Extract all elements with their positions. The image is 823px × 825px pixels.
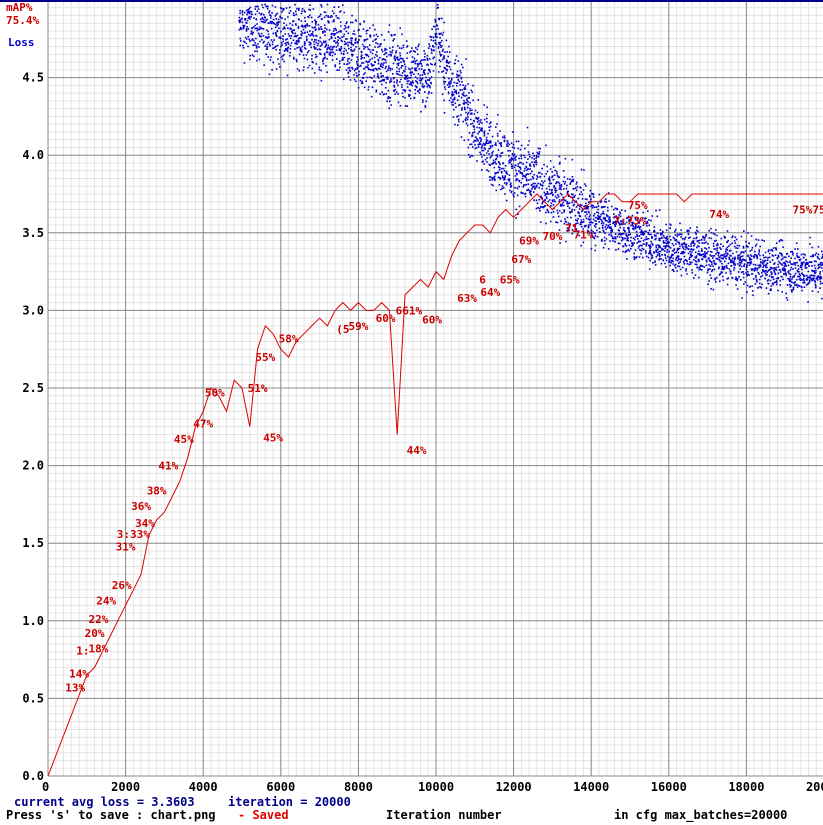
map-label: 44%: [407, 444, 427, 457]
y-tick-label: 1.5: [22, 536, 44, 550]
x-tick-label: 2000: [111, 780, 140, 794]
x-tick-label: 6000: [266, 780, 295, 794]
map-label: 74%: [709, 208, 729, 221]
map-labels: 13%14% 1:18% 20%22% 24% 26% 31%3:33%34% 36% 38%…: [65, 199, 823, 695]
y-tick-label: 0.5: [22, 691, 44, 705]
x-axis-label: Iteration number: [386, 808, 502, 822]
map-label: 6: [479, 273, 486, 286]
x-tick-label: 12000: [496, 780, 532, 794]
current-avg-loss: current avg loss = 3.3603: [14, 795, 195, 809]
map-label: 38%: [147, 484, 167, 497]
x-tick-label: 10000: [418, 780, 454, 794]
map-label: 64%: [480, 286, 500, 299]
y-tick-label: 1.0: [22, 614, 44, 628]
y-tick-label: 2.0: [22, 459, 44, 473]
map-label: 75%: [628, 199, 648, 212]
x-tick-label: 20000: [806, 780, 823, 794]
map-series-line: [47, 193, 823, 777]
map-label: 18%: [89, 643, 109, 656]
map-label: 31%: [116, 540, 136, 553]
map-label: 22%: [89, 613, 109, 626]
y-axis-ticks: 0.0 0.5 1.0 1.5 2.0 2.5 3.0 3.5 4.0 4.5: [22, 71, 44, 783]
y-tick-label: 2.5: [22, 381, 44, 395]
x-tick-label: 4000: [189, 780, 218, 794]
map-label: 60%: [422, 314, 442, 327]
loss-series: [238, 3, 823, 303]
map-label: 7:73%: [613, 214, 646, 227]
map-label: 26%: [112, 579, 132, 592]
map-label: 75%75%: [792, 204, 823, 217]
x-tick-label: 8000: [344, 780, 373, 794]
iteration-readout: iteration = 20000: [228, 795, 351, 809]
x-tick-label: 16000: [651, 780, 687, 794]
map-label: 45%: [263, 432, 283, 445]
max-batches: in cfg max_batches=20000: [614, 808, 788, 822]
x-tick-label: 14000: [573, 780, 609, 794]
map-label: 67%: [511, 253, 531, 266]
x-axis-ticks: 0 2000 4000 6000 8000 10000 12000 14000 16000 180…: [42, 780, 823, 794]
map-label: 58%: [279, 332, 299, 345]
map-label: 50%: [205, 387, 225, 400]
map-label: 70%: [542, 230, 562, 243]
map-label: 20%: [85, 627, 105, 640]
saved-status: - Saved: [238, 808, 289, 822]
map-label: 59%: [348, 320, 368, 333]
legend-map-label: mAP%: [6, 1, 33, 14]
legend-loss-label: Loss: [8, 36, 35, 49]
map-label: 71%: [574, 228, 594, 241]
map-label: (5: [336, 323, 349, 336]
map-label: 36%: [131, 500, 151, 513]
map-label: 1:: [76, 644, 89, 657]
major-grid: [47, 0, 823, 777]
map-label: 71: [565, 222, 579, 235]
y-tick-label: 3.0: [22, 303, 44, 317]
map-label: 34%: [135, 517, 155, 530]
map-label: 3:33%: [117, 528, 150, 541]
map-label: 55%: [255, 351, 275, 364]
map-label: 63%: [457, 292, 477, 305]
map-label: 45%: [174, 433, 194, 446]
save-hint: Press 's' to save : chart.png: [6, 808, 216, 822]
y-tick-label: 4.0: [22, 148, 44, 162]
y-tick-label: 4.5: [22, 71, 44, 85]
map-label: 65%: [500, 273, 520, 286]
x-tick-label: 18000: [728, 780, 764, 794]
x-tick-label: 0: [42, 780, 49, 794]
map-label: 661%: [396, 304, 423, 317]
map-label: 41%: [158, 460, 178, 473]
y-tick-label: 3.5: [22, 226, 44, 240]
darknet-training-chart: 13%14% 1:18% 20%22% 24% 26% 31%3:33%34% 36% 38%…: [0, 0, 823, 794]
map-label: 69%: [519, 235, 539, 248]
map-label: 24%: [96, 595, 116, 608]
y-tick-label: 0.0: [22, 769, 44, 783]
map-label: 14%: [69, 668, 89, 681]
legend-map-value: 75.4%: [6, 14, 39, 27]
loss-points-path: [238, 3, 823, 303]
map-label: 47%: [193, 418, 213, 431]
map-label: 51%: [248, 382, 268, 395]
map-label: 13%: [65, 682, 85, 695]
map-label: 60%: [376, 312, 396, 325]
